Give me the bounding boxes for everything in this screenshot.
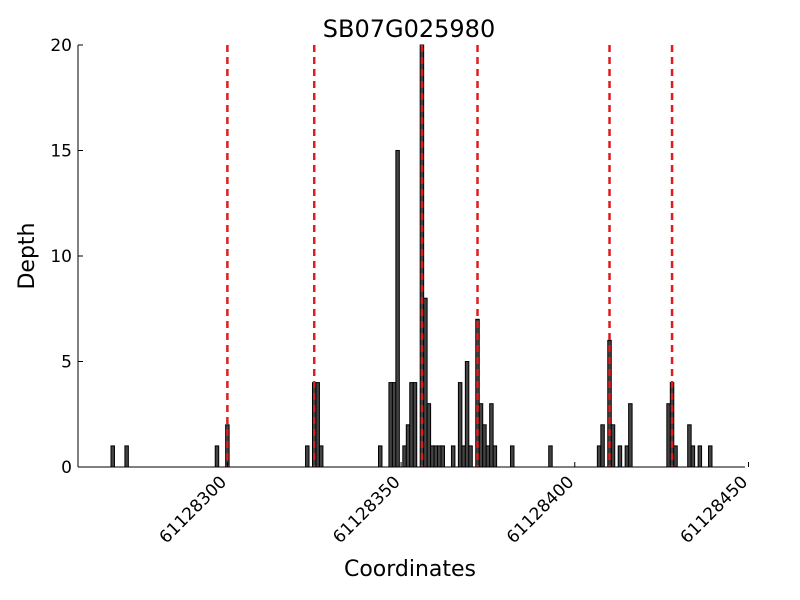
bar [423,297,428,468]
bar [697,445,703,468]
bar [708,445,713,468]
bar [482,424,487,468]
bar [433,445,439,468]
y-tick-label: 10 [50,247,72,267]
bar [391,382,397,468]
bar [489,403,494,468]
bar [305,445,310,468]
x-tick-label: 61128300 [156,472,231,547]
bar [214,445,220,468]
bar [437,445,442,468]
bar [624,445,630,468]
bar [110,445,115,468]
bar [409,382,414,468]
bar [426,403,432,468]
bar [666,403,671,468]
bar [548,445,553,468]
bar [318,445,324,468]
x-tick-label: 61128350 [329,472,404,547]
y-tick-label: 5 [61,353,72,373]
bar [610,424,616,468]
bar [687,424,692,468]
bar [478,403,484,468]
x-tick-label: 61128400 [503,472,578,547]
bar [377,445,383,468]
bar [468,445,473,468]
bar [485,445,491,468]
bar [412,382,418,468]
bar [596,445,602,468]
bar [450,445,456,468]
y-tick-label: 15 [50,142,72,162]
x-axis-label: Coordinates [344,557,476,582]
bar [492,445,498,468]
bar [395,150,400,468]
y-tick-label: 20 [50,36,72,56]
bar [402,445,407,468]
bar [457,382,463,468]
bar [464,361,470,468]
bar [673,445,678,468]
chart-title: SB07G025980 [323,15,495,43]
y-tick-label: 0 [61,458,72,478]
bar [124,445,129,468]
y-axis-label: Depth [15,222,40,289]
bar [617,445,623,468]
bar [440,445,446,468]
bar [388,382,393,468]
bar [600,424,605,468]
bar [510,445,515,468]
bar [315,382,320,468]
bar [628,403,633,468]
x-tick-label: 61128450 [677,472,752,547]
bar [405,424,411,468]
bar [690,445,696,468]
bar [461,445,466,468]
bar [430,445,435,468]
